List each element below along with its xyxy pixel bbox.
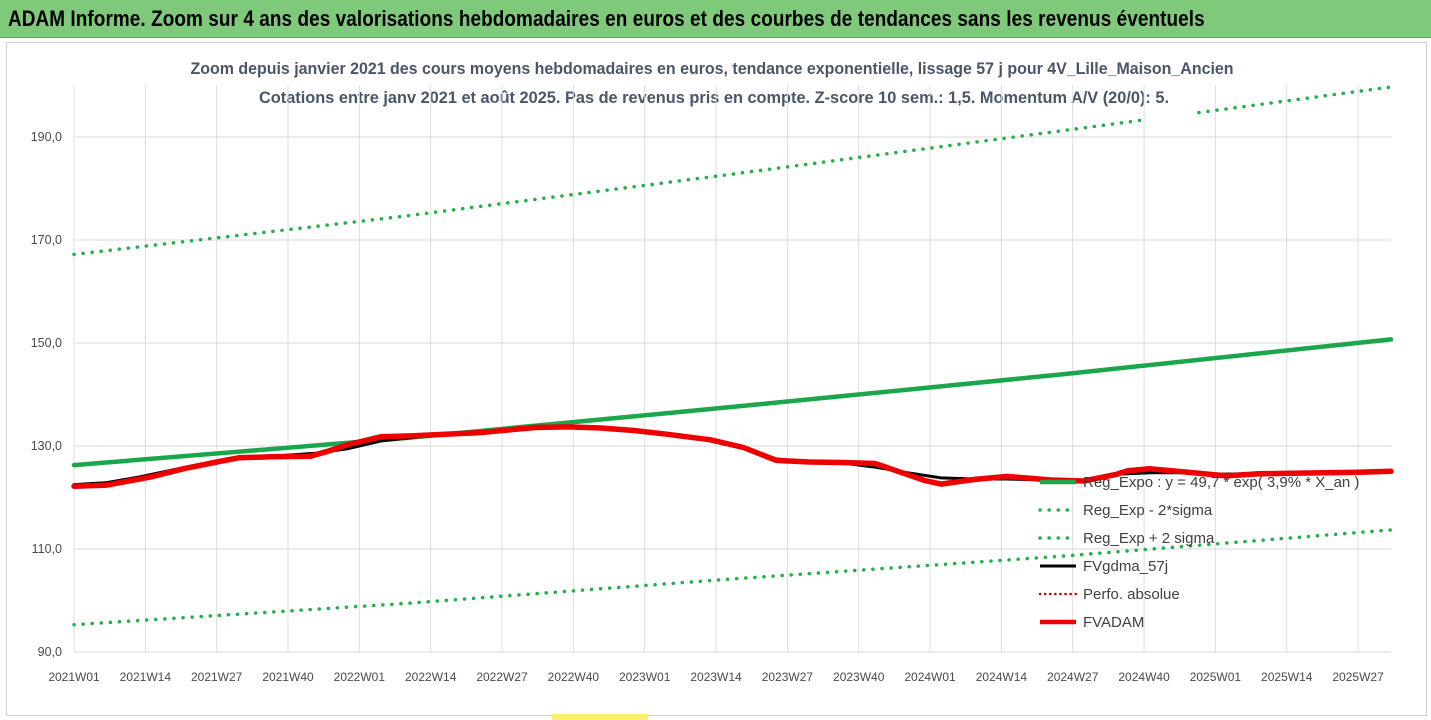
x-tick-label: 2022W14 (405, 670, 457, 684)
y-axis-tick-labels: 90,0 110,0 130,0 150,0 170,0 190,0 (31, 130, 62, 659)
x-tick-label: 2021W14 (120, 670, 172, 684)
fvadam-line (71, 424, 1394, 489)
trend-line-reg-expo (71, 337, 1394, 468)
highlight-mark (552, 714, 648, 720)
x-tick-label: 2025W01 (1190, 670, 1242, 684)
upper-band-line (72, 118, 1146, 257)
x-tick-label: 2023W40 (833, 670, 885, 684)
legend-label-fvgdma-line: FVgdma_57j (1083, 558, 1168, 575)
x-tick-label: 2024W27 (1047, 670, 1099, 684)
gridlines (73, 85, 1391, 653)
x-tick-label: 2021W27 (191, 670, 243, 684)
chart-title-line2: Cotations entre janv 2021 et août 2025. … (259, 88, 1169, 107)
report-banner: ADAM Informe. Zoom sur 4 ans des valoris… (0, 0, 1431, 38)
y-tick-label: 190,0 (31, 130, 62, 144)
x-tick-label: 2022W27 (476, 670, 528, 684)
x-tick-label: 2022W40 (548, 670, 600, 684)
banner-title: ADAM Informe. Zoom sur 4 ans des valoris… (8, 6, 1205, 31)
y-tick-label: 130,0 (31, 439, 62, 453)
x-tick-label: 2021W01 (48, 670, 100, 684)
legend-label-lower-band-line: Reg_Exp - 2*sigma (1083, 502, 1213, 519)
legend-label-fvadam-line: FVADAM (1083, 614, 1144, 631)
x-tick-label: 2023W27 (762, 670, 814, 684)
chart-title-line1: Zoom depuis janvier 2021 des cours moyen… (191, 59, 1234, 78)
legend-label-trend-line-reg-expo: Reg_Expo : y = 49,7 * exp( 3,9% * X_an ) (1083, 474, 1359, 491)
y-tick-label: 90,0 (38, 645, 62, 659)
x-tick-label: 2021W40 (262, 670, 314, 684)
y-tick-label: 110,0 (32, 542, 62, 556)
x-tick-label: 2024W40 (1118, 670, 1170, 684)
x-tick-label: 2025W14 (1261, 670, 1313, 684)
x-tick-label: 2023W14 (690, 670, 742, 684)
x-axis-tick-labels: 2021W01 2021W14 2021W27 2021W40 2022W01 2022W… (48, 670, 1384, 684)
legend-label-perfo-absolue-line: Perfo. absolue (1083, 586, 1180, 603)
x-tick-label: 2024W01 (904, 670, 956, 684)
legend: Reg_Expo : y = 49,7 * exp( 3,9% * X_an )… (1038, 474, 1359, 631)
x-tick-label: 2022W01 (334, 670, 386, 684)
series-lines (71, 85, 1394, 627)
legend-label-upper-band-line: Reg_Exp + 2 sigma (1083, 530, 1215, 547)
lower-band-line (72, 528, 1393, 627)
y-tick-label: 170,0 (31, 233, 62, 247)
x-tick-label: 2024W14 (976, 670, 1028, 684)
y-tick-label: 150,0 (31, 336, 62, 350)
x-tick-label: 2025W27 (1332, 670, 1384, 684)
upper-band-line (1197, 85, 1393, 115)
x-tick-label: 2023W01 (619, 670, 671, 684)
